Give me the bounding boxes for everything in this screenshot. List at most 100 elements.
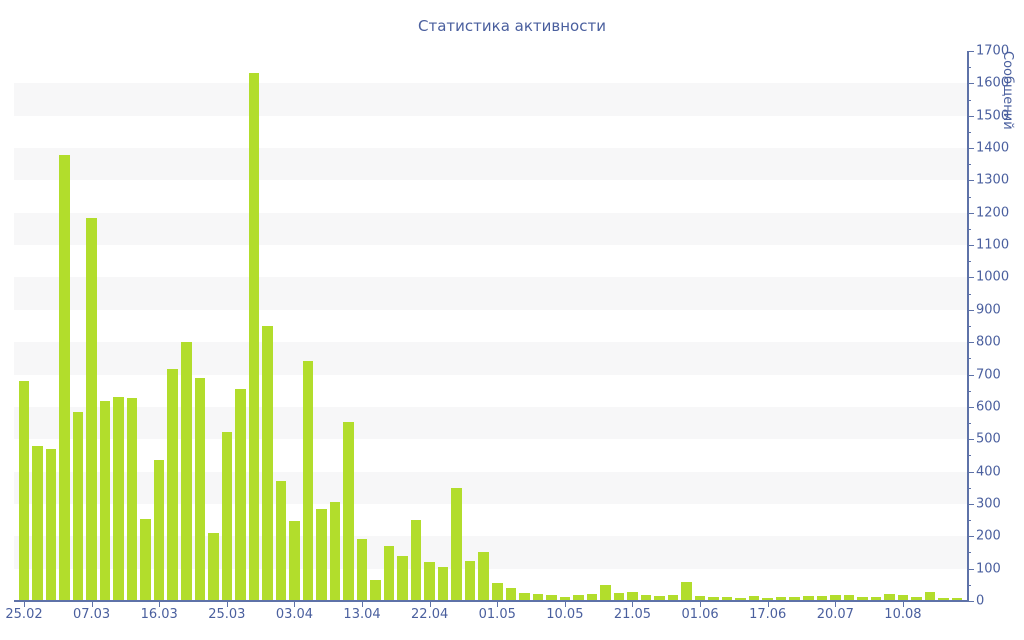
- y-major-tick: [967, 277, 974, 279]
- y-axis-tick-label: 1300: [976, 172, 1010, 188]
- bar[interactable]: [492, 583, 503, 601]
- bar[interactable]: [59, 154, 70, 601]
- x-axis-tick-label: 25.02: [5, 607, 43, 622]
- y-minor-tick: [967, 584, 971, 586]
- bar[interactable]: [870, 597, 882, 601]
- bar[interactable]: [951, 598, 963, 601]
- x-axis-tick: [226, 602, 228, 607]
- bar[interactable]: [708, 597, 719, 601]
- bar[interactable]: [735, 598, 746, 601]
- bar[interactable]: [762, 598, 773, 601]
- bar[interactable]: [775, 597, 787, 601]
- bar[interactable]: [857, 597, 868, 601]
- bar[interactable]: [383, 546, 395, 601]
- bar[interactable]: [451, 488, 462, 601]
- bar[interactable]: [884, 593, 895, 601]
- bar[interactable]: [613, 592, 625, 601]
- bar[interactable]: [302, 360, 314, 601]
- bar[interactable]: [586, 593, 598, 601]
- bar[interactable]: [667, 594, 679, 601]
- bar[interactable]: [343, 422, 354, 601]
- bar[interactable]: [437, 567, 449, 601]
- y-major-tick: [967, 568, 974, 570]
- y-axis-tick-label: 1400: [976, 140, 1010, 156]
- bar[interactable]: [721, 597, 733, 601]
- x-axis-tick-label: 17.06: [749, 607, 787, 622]
- y-minor-tick: [967, 423, 971, 425]
- bar[interactable]: [938, 598, 949, 601]
- bar[interactable]: [167, 369, 178, 601]
- bar[interactable]: [640, 594, 652, 601]
- bar[interactable]: [397, 556, 408, 601]
- bar[interactable]: [86, 217, 97, 601]
- bar[interactable]: [424, 561, 435, 601]
- grid-band: [14, 342, 967, 375]
- y-minor-tick: [967, 487, 971, 489]
- bar[interactable]: [830, 594, 841, 601]
- bar[interactable]: [32, 446, 43, 601]
- bar[interactable]: [140, 518, 151, 601]
- bar[interactable]: [519, 592, 530, 601]
- bar[interactable]: [208, 533, 219, 601]
- bar[interactable]: [235, 389, 246, 601]
- bar[interactable]: [559, 597, 571, 601]
- y-axis-tick-label: 700: [976, 367, 1001, 383]
- bar[interactable]: [262, 326, 273, 601]
- bar[interactable]: [600, 584, 611, 601]
- bar[interactable]: [654, 596, 665, 601]
- y-minor-tick: [967, 196, 971, 198]
- y-minor-tick: [967, 293, 971, 295]
- x-axis-tick: [835, 602, 837, 607]
- bar[interactable]: [153, 460, 165, 601]
- bar[interactable]: [573, 594, 584, 601]
- bar[interactable]: [897, 594, 909, 601]
- bar[interactable]: [505, 588, 517, 601]
- bar[interactable]: [356, 538, 368, 601]
- x-axis-tick-label: 20.07: [816, 607, 854, 622]
- bar[interactable]: [316, 509, 327, 601]
- bar[interactable]: [181, 341, 192, 601]
- y-minor-tick: [967, 228, 971, 230]
- bar[interactable]: [748, 596, 760, 601]
- bar[interactable]: [816, 596, 828, 601]
- bar[interactable]: [681, 581, 692, 601]
- bar[interactable]: [221, 432, 233, 601]
- bar[interactable]: [789, 597, 800, 601]
- bar[interactable]: [464, 560, 476, 601]
- bar[interactable]: [289, 521, 300, 601]
- y-axis-tick-label: 100: [976, 561, 1001, 577]
- bar[interactable]: [532, 593, 544, 601]
- bar[interactable]: [275, 481, 287, 601]
- x-axis-tick-label: 10.05: [546, 607, 584, 622]
- y-minor-tick: [967, 552, 971, 554]
- y-minor-tick: [967, 520, 971, 522]
- bar[interactable]: [370, 579, 381, 601]
- bar[interactable]: [45, 448, 57, 601]
- bar[interactable]: [546, 594, 557, 601]
- y-axis-tick-label: 1100: [976, 237, 1010, 253]
- x-axis-tick-label: 13.04: [343, 607, 381, 622]
- bar[interactable]: [911, 597, 922, 601]
- y-axis-tick-label: 300: [976, 496, 1001, 512]
- bar[interactable]: [72, 412, 84, 601]
- y-axis-tick-label: 800: [976, 334, 1001, 350]
- bar[interactable]: [924, 591, 936, 601]
- bar[interactable]: [18, 381, 30, 601]
- bar[interactable]: [627, 591, 638, 601]
- bar[interactable]: [478, 552, 489, 601]
- x-axis-tick: [159, 602, 161, 607]
- bar[interactable]: [99, 401, 111, 601]
- bar[interactable]: [126, 398, 138, 601]
- x-axis-tick-label: 10.08: [884, 607, 922, 622]
- bar[interactable]: [248, 73, 260, 601]
- bar[interactable]: [113, 397, 124, 601]
- bar[interactable]: [843, 594, 855, 601]
- bar[interactable]: [329, 502, 341, 601]
- bar[interactable]: [410, 520, 422, 601]
- y-minor-tick: [967, 358, 971, 360]
- y-major-tick: [967, 180, 974, 182]
- bar[interactable]: [694, 595, 706, 601]
- x-axis-tick: [632, 602, 634, 607]
- bar[interactable]: [194, 377, 206, 601]
- bar[interactable]: [803, 595, 814, 601]
